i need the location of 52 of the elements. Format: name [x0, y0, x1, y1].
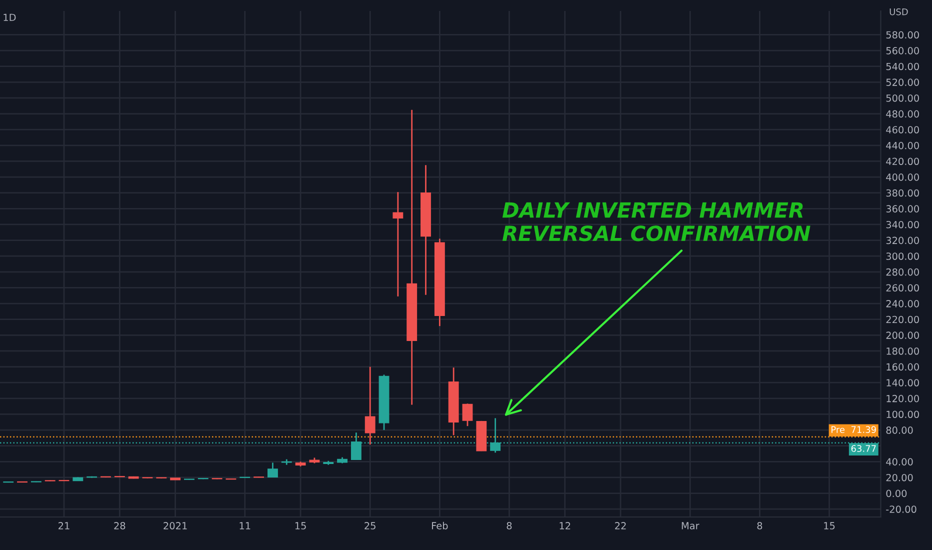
x-tick-label: 15	[824, 522, 835, 530]
candlestick	[392, 191, 404, 298]
candlestick	[267, 462, 278, 478]
x-tick-label: 21	[58, 522, 70, 530]
y-tick-label: 220.00	[886, 316, 919, 324]
y-tick-label: 580.00	[886, 31, 919, 39]
y-tick-label: 380.00	[886, 189, 919, 197]
candlestick	[462, 402, 473, 427]
x-tick-label: 8	[506, 522, 512, 530]
x-tick-label: 12	[560, 522, 570, 530]
y-tick-label: 120.00	[886, 394, 919, 402]
x-tick-label: 2021	[164, 522, 187, 530]
y-tick-label: 300.00	[886, 252, 919, 260]
y-tick-label: 200.00	[886, 332, 919, 339]
ref-line-label: 63.77	[851, 445, 876, 452]
y-tick-label: 560.00	[886, 47, 919, 54]
y-tick-label: 360.00	[886, 205, 919, 212]
y-tick-label: 140.00	[886, 379, 919, 386]
y-tick-label: 160.00	[886, 363, 919, 371]
x-tick-label: 15	[295, 522, 306, 530]
y-tick-label: 460.00	[886, 126, 919, 134]
candlestick	[364, 366, 376, 446]
y-tick-label: 440.00	[886, 142, 919, 150]
y-tick-label: 480.00	[886, 110, 919, 118]
y-tick-label: 340.00	[886, 220, 919, 228]
y-tick-label: 400.00	[886, 174, 919, 181]
chart-title: 1D	[4, 14, 16, 21]
y-tick-label: 420.00	[886, 158, 919, 166]
annotation: DAILY INVERTED HAMMER REVERSAL CONFIRMATION	[502, 202, 810, 242]
x-tick-label: Feb	[432, 522, 448, 530]
y-tick-label: 240.00	[886, 300, 919, 308]
y-tick-label: 0.00	[886, 490, 907, 498]
x-tick-label: Mar	[682, 522, 700, 530]
y-axis-title: USD	[890, 8, 908, 16]
x-tick-label: 11	[240, 522, 250, 530]
ref-line-label: Pre 71.39	[832, 426, 876, 434]
x-tick-label: 25	[364, 522, 376, 530]
y-tick-label: 100.00	[886, 410, 919, 418]
x-tick-label: 8	[757, 522, 762, 530]
y-tick-label: 280.00	[886, 268, 919, 276]
y-tick-label: 80.00	[886, 426, 913, 434]
y-tick-label: 500.00	[886, 94, 919, 102]
y-tick-label: 40.00	[886, 458, 913, 466]
y-tick-label: 180.00	[886, 347, 919, 355]
y-tick-label: -20.00	[886, 506, 916, 513]
y-tick-label: 520.00	[886, 78, 919, 86]
x-tick-label: 22	[615, 522, 626, 530]
y-tick-label: 20.00	[886, 474, 913, 482]
y-tick-label: 260.00	[886, 284, 919, 292]
x-tick-label: 28	[114, 522, 126, 530]
y-tick-label: 320.00	[886, 236, 919, 244]
y-tick-label: 540.00	[886, 62, 919, 70]
